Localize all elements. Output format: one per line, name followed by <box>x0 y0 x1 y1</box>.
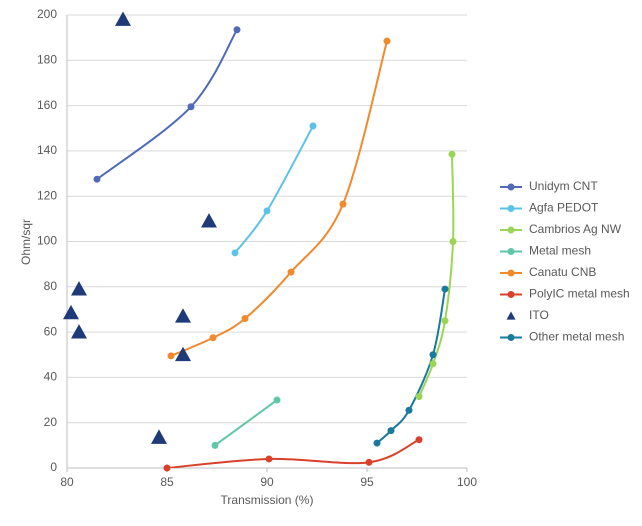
point <box>273 396 281 404</box>
point <box>71 324 87 339</box>
point <box>429 351 437 359</box>
y-tick-label: 200 <box>37 7 57 21</box>
y-tick-label: 40 <box>44 370 58 384</box>
point <box>93 175 101 183</box>
legend-label: Unidym CNT <box>529 179 598 193</box>
series-line <box>418 154 455 398</box>
point <box>151 429 167 444</box>
point <box>448 150 456 158</box>
y-tick-label: 140 <box>37 143 57 157</box>
point <box>415 436 423 444</box>
x-tick-label: 95 <box>360 475 374 489</box>
y-tick-label: 80 <box>44 279 58 293</box>
legend-label: Agfa PEDOT <box>529 201 599 215</box>
legend-marker <box>507 183 515 191</box>
point <box>233 26 241 34</box>
point <box>175 308 191 323</box>
y-tick-label: 0 <box>50 460 57 474</box>
series-line <box>166 438 420 468</box>
point <box>309 122 317 130</box>
legend-label: Canatu CNB <box>529 265 596 279</box>
point <box>265 455 273 463</box>
point <box>383 37 391 45</box>
point <box>339 200 347 208</box>
y-axis-title: Ohm/sqr <box>19 219 33 265</box>
point <box>365 458 373 466</box>
series-line <box>96 29 238 181</box>
legend-label: Metal mesh <box>529 244 591 258</box>
y-tick-label: 20 <box>44 415 58 429</box>
legend-marker <box>507 248 515 255</box>
point <box>241 315 249 323</box>
point <box>287 268 295 276</box>
legend-marker <box>507 334 515 341</box>
point <box>209 334 217 342</box>
legend-label: PolyIC metal mesh <box>529 287 630 301</box>
y-tick-label: 100 <box>37 234 57 248</box>
legend-label: Cambrios Ag NW <box>529 222 622 236</box>
legend-marker <box>507 205 515 212</box>
x-axis-title: Transmission (%) <box>221 493 314 507</box>
point <box>449 238 457 245</box>
y-tick-label: 160 <box>37 98 57 112</box>
x-tick-label: 90 <box>260 475 274 489</box>
point <box>163 464 171 472</box>
legend-label: Other metal mesh <box>529 330 624 344</box>
point <box>387 427 395 435</box>
point <box>263 207 271 215</box>
legend-label: ITO <box>529 308 549 322</box>
y-tick-label: 120 <box>37 188 57 202</box>
series-line <box>214 399 278 447</box>
x-tick-label: 85 <box>160 475 174 489</box>
series-line <box>234 125 314 254</box>
y-tick-label: 180 <box>37 52 57 66</box>
point <box>373 439 381 447</box>
point <box>201 213 217 228</box>
point <box>441 285 449 293</box>
point <box>187 103 195 111</box>
point <box>175 346 191 362</box>
legend-marker <box>507 269 515 277</box>
x-tick-label: 80 <box>60 475 74 489</box>
x-tick-label: 100 <box>457 475 477 489</box>
legend-marker <box>507 226 515 234</box>
point <box>63 304 79 320</box>
point <box>115 11 131 26</box>
point <box>429 360 437 368</box>
series-line <box>170 40 388 357</box>
point <box>415 393 423 401</box>
point <box>167 352 175 360</box>
legend-marker <box>506 311 516 320</box>
point <box>71 281 87 296</box>
point <box>211 441 219 449</box>
point <box>441 317 449 325</box>
point <box>405 406 413 414</box>
y-tick-label: 60 <box>44 324 58 338</box>
legend-marker <box>507 291 515 298</box>
point <box>231 249 239 257</box>
